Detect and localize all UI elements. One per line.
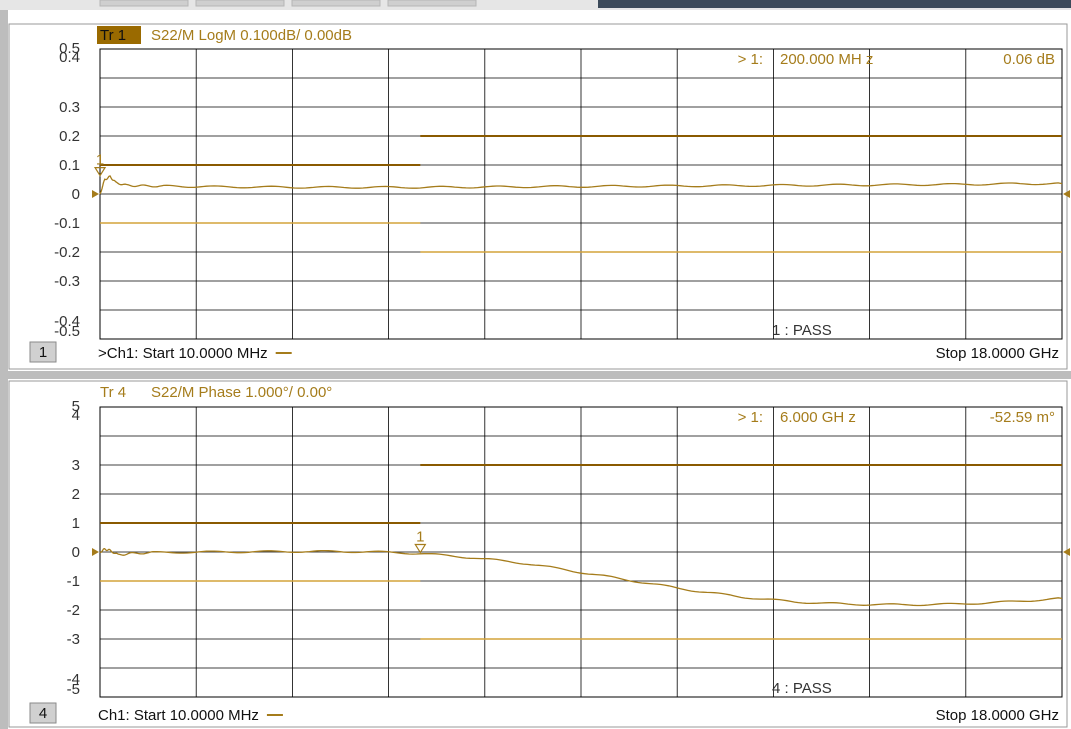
y-tick-label: -0.5 bbox=[54, 323, 80, 340]
sweep-stop-label[interactable]: Stop 18.0000 GHz bbox=[936, 345, 1059, 362]
measurement-trace[interactable] bbox=[99, 175, 1063, 195]
reference-arrow-right[interactable] bbox=[1063, 548, 1070, 556]
y-tick-label: 0 bbox=[72, 186, 80, 203]
channel-badge[interactable] bbox=[29, 702, 57, 724]
channel-badge[interactable] bbox=[29, 341, 57, 363]
y-tick-label: 0.1 bbox=[59, 157, 80, 174]
top-toolbar-tab-0[interactable] bbox=[99, 0, 189, 7]
y-tick-label: -0.2 bbox=[54, 244, 80, 261]
marker-readout-value: -52.59 m° bbox=[990, 409, 1055, 426]
measurement-trace[interactable] bbox=[99, 548, 1063, 607]
y-tick-label: 5 bbox=[72, 398, 80, 415]
channel-number: 1 bbox=[39, 344, 47, 361]
y-tick-label: -5 bbox=[67, 681, 80, 698]
sweep-start-label[interactable]: >Ch1: Start 10.0000 MHz bbox=[98, 345, 268, 362]
sweep-stop-label[interactable]: Stop 18.0000 GHz bbox=[936, 707, 1059, 724]
y-tick-label: 0.5 bbox=[59, 40, 80, 57]
marker-readout-id: > 1: bbox=[738, 51, 763, 68]
marker-triangle-icon[interactable] bbox=[414, 543, 427, 554]
limit-test-result: 1 : PASS bbox=[772, 322, 832, 339]
y-tick-label: -4 bbox=[67, 671, 80, 688]
y-tick-label: -2 bbox=[67, 602, 80, 619]
top-strip-bg bbox=[0, 0, 1071, 10]
marker-readout-stimulus: 6.000 GH z bbox=[780, 409, 856, 426]
top-toolbar-tab-1[interactable] bbox=[195, 0, 285, 7]
top-toolbar-tab-2[interactable] bbox=[291, 0, 381, 7]
marker-readout-value: 0.06 dB bbox=[1003, 51, 1055, 68]
reference-arrow-right[interactable] bbox=[1063, 190, 1070, 198]
trace-pane-1: Tr 1 S22/M LogM 0.100dB/ 0.00dB 0.50.4 0.3 0… bbox=[8, 23, 1070, 370]
marker-label: 1 bbox=[416, 529, 424, 546]
y-tick-label: 1 bbox=[72, 515, 80, 532]
y-tick-label: 0 bbox=[72, 544, 80, 561]
reference-arrow-left[interactable] bbox=[92, 190, 99, 198]
pane-splitter[interactable] bbox=[0, 371, 1071, 379]
top-toolbar-tab-3[interactable] bbox=[387, 0, 477, 7]
y-tick-label: 0.2 bbox=[59, 128, 80, 145]
y-tick-label: -0.1 bbox=[54, 215, 80, 232]
trace-tab[interactable]: Tr 1 bbox=[100, 27, 126, 44]
y-tick-label: 3 bbox=[72, 457, 80, 474]
y-tick-label: 2 bbox=[72, 486, 80, 503]
y-tick-label: 4 bbox=[72, 407, 80, 424]
y-tick-label: -3 bbox=[67, 631, 80, 648]
marker-label: 1 bbox=[96, 152, 104, 169]
y-tick-label: -1 bbox=[67, 573, 80, 590]
y-tick-label: 0.3 bbox=[59, 99, 80, 116]
reference-arrow-left[interactable] bbox=[92, 548, 99, 556]
top-status-strip bbox=[598, 0, 1071, 8]
trace-tab-background[interactable] bbox=[97, 26, 141, 44]
y-tick-label: -0.4 bbox=[54, 313, 80, 330]
trace-tab[interactable]: Tr 4 bbox=[100, 384, 126, 401]
window-top-strip bbox=[0, 0, 1071, 10]
sweep-start-label[interactable]: Ch1: Start 10.0000 MHz bbox=[98, 707, 259, 724]
channel-number: 4 bbox=[39, 705, 47, 722]
limit-test-result: 4 : PASS bbox=[772, 680, 832, 697]
marker-readout-stimulus: 200.000 MH z bbox=[780, 51, 873, 68]
trace-title: S22/M LogM 0.100dB/ 0.00dB bbox=[151, 27, 352, 44]
y-tick-label: 0.4 bbox=[59, 49, 80, 66]
marker-readout-id: > 1: bbox=[738, 409, 763, 426]
y-tick-label: -0.3 bbox=[54, 273, 80, 290]
window-left-frame bbox=[0, 10, 8, 729]
trace-title: S22/M Phase 1.000°/ 0.00° bbox=[151, 384, 332, 401]
marker-triangle-icon[interactable] bbox=[93, 167, 107, 177]
trace-pane-2: Tr 4 S22/M Phase 1.000°/ 0.00°543210-1-2-… bbox=[8, 380, 1070, 728]
